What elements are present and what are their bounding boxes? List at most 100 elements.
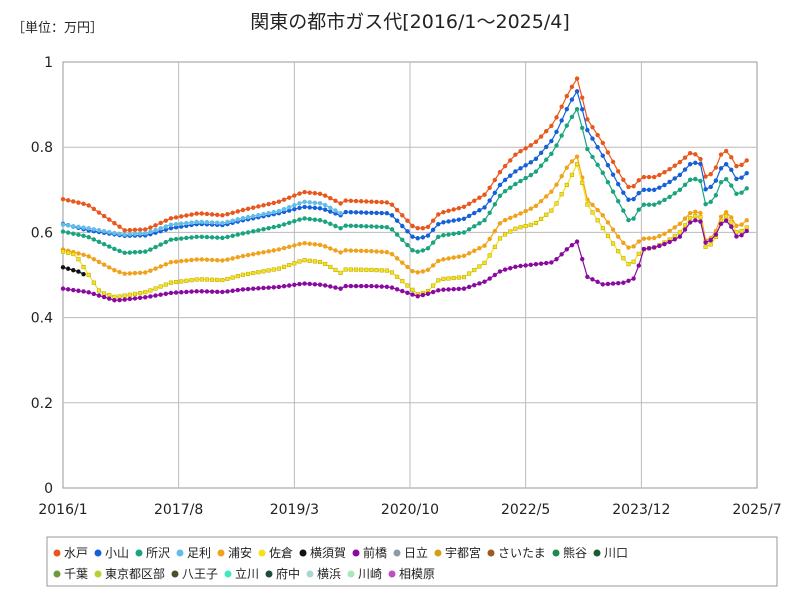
data-point — [518, 166, 523, 171]
legend-item[interactable]: 足利 — [176, 546, 212, 560]
legend-item[interactable]: 日立 — [393, 545, 429, 560]
data-point — [605, 220, 611, 225]
data-point — [358, 248, 364, 254]
legend-item[interactable]: 前橋 — [352, 545, 388, 560]
y-tick-label: 0.4 — [31, 311, 53, 327]
data-point — [461, 253, 467, 259]
data-point — [508, 265, 513, 271]
data-point — [554, 201, 559, 206]
data-point — [384, 210, 390, 216]
legend-item[interactable]: 小山 — [94, 546, 130, 560]
data-point — [554, 257, 559, 262]
data-point — [585, 146, 590, 152]
data-point — [631, 244, 636, 249]
legend-item[interactable]: 浦安 — [217, 545, 253, 560]
data-point — [240, 272, 245, 277]
legend-item[interactable]: 熊谷 — [552, 545, 588, 560]
legend-item[interactable]: 相模原 — [388, 567, 436, 581]
data-point — [441, 233, 446, 238]
data-point — [641, 174, 647, 180]
data-point — [667, 179, 672, 185]
data-point — [343, 248, 348, 253]
data-point — [549, 208, 554, 213]
data-point — [533, 221, 538, 226]
data-point — [441, 220, 446, 225]
legend-item[interactable]: 水戸 — [53, 546, 89, 560]
data-point — [364, 283, 369, 289]
data-point — [204, 219, 210, 225]
data-point — [682, 182, 688, 188]
legend-item[interactable]: 横須賀 — [299, 546, 347, 560]
data-point — [143, 231, 148, 236]
legend-item[interactable]: 川口 — [593, 546, 629, 560]
data-point — [271, 200, 276, 206]
data-point — [441, 287, 446, 292]
data-point — [353, 248, 359, 253]
legend-marker — [306, 570, 314, 578]
data-point — [734, 163, 739, 169]
data-point — [199, 257, 204, 262]
data-point — [646, 236, 652, 241]
data-point — [410, 248, 415, 253]
legend-item[interactable]: 横浜 — [306, 567, 342, 581]
data-point — [425, 246, 431, 251]
data-point — [271, 248, 276, 253]
legend-box — [46, 536, 778, 587]
legend-item[interactable]: 佐倉 — [258, 545, 294, 560]
data-point — [425, 291, 431, 297]
legend-marker — [352, 549, 360, 557]
legend-item[interactable]: 所沢 — [135, 546, 171, 560]
data-point — [436, 258, 441, 264]
data-point — [497, 269, 503, 274]
legend-item[interactable]: 府中 — [265, 566, 301, 581]
data-point — [60, 265, 66, 270]
data-point — [626, 197, 631, 202]
data-point — [626, 262, 631, 267]
data-point — [729, 224, 734, 229]
data-point — [374, 210, 379, 216]
data-point — [389, 251, 395, 257]
legend-item[interactable]: さいたま — [487, 546, 546, 560]
data-point — [595, 144, 600, 150]
data-point — [729, 155, 734, 160]
data-point — [554, 143, 559, 148]
data-point — [729, 215, 734, 220]
data-point — [564, 165, 569, 170]
data-point — [235, 274, 240, 279]
legend-marker — [388, 570, 396, 578]
data-point — [76, 257, 81, 262]
data-point — [641, 187, 647, 192]
data-point — [497, 169, 503, 175]
legend-item[interactable]: 東京都区部 — [94, 566, 166, 581]
data-point — [564, 247, 569, 252]
data-point — [610, 189, 616, 194]
data-point — [487, 210, 492, 216]
data-point — [533, 139, 539, 145]
data-point — [595, 218, 600, 223]
legend-item[interactable]: 宇都宮 — [434, 545, 482, 560]
legend-item[interactable]: 八王子 — [171, 567, 219, 581]
data-point — [621, 208, 626, 213]
data-point — [209, 220, 215, 225]
legend-label: 佐倉 — [269, 545, 293, 560]
data-point — [631, 216, 636, 221]
data-point — [430, 263, 436, 268]
legend-item[interactable]: 千葉 — [53, 567, 89, 581]
legend-item[interactable]: 立川 — [224, 566, 260, 581]
legend-item[interactable]: 川崎 — [347, 567, 383, 581]
data-point — [662, 182, 667, 188]
data-point — [477, 221, 482, 226]
data-point — [76, 251, 81, 256]
data-point — [451, 286, 456, 292]
data-point — [446, 256, 451, 261]
data-point — [528, 206, 534, 211]
data-point — [703, 187, 708, 192]
data-point — [389, 227, 395, 232]
data-point — [441, 209, 446, 215]
data-point — [600, 226, 605, 231]
data-point — [96, 210, 102, 215]
data-point — [261, 250, 266, 255]
data-point — [477, 195, 482, 200]
data-point — [307, 258, 312, 263]
